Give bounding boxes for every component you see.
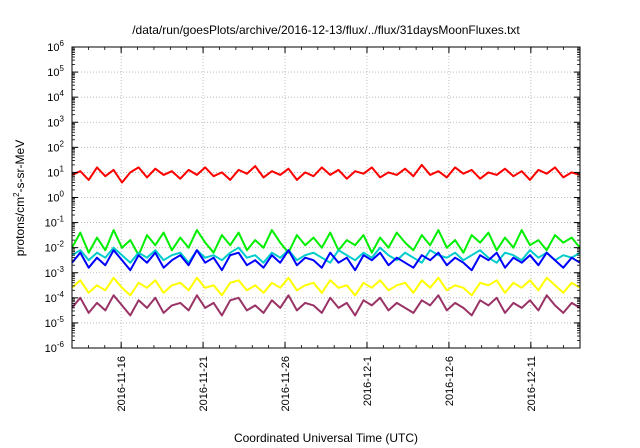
y-tick-exp: 1 (60, 164, 65, 173)
x-tick-label: 2016-12-1 (362, 356, 374, 406)
x-tick-label: 2016-12-11 (526, 356, 538, 411)
y-tick-label: 101 (47, 164, 64, 179)
y-axis-label-exp: 2 (12, 192, 21, 197)
y-tick-exp: 3 (60, 114, 65, 123)
y-axis-label-rest: -s-sr-MeV (13, 140, 27, 193)
y-tick-base: 10 (45, 243, 57, 255)
y-tick-label: 10-1 (45, 215, 65, 230)
y-tick-exp: -5 (57, 315, 65, 324)
y-tick-label: 10-4 (45, 290, 65, 305)
y-tick-label: 105 (47, 64, 64, 79)
y-tick-base: 10 (47, 92, 59, 104)
y-tick-label: 10-5 (45, 315, 65, 330)
y-tick-base: 10 (45, 218, 57, 230)
y-tick-label: 10-2 (45, 240, 65, 255)
y-tick-label: 10-6 (45, 340, 65, 355)
chart-title: /data/run/goesPlots/archive/2016-12-13/f… (132, 23, 520, 37)
y-tick-base: 10 (47, 142, 59, 154)
y-tick-base: 10 (45, 343, 57, 355)
y-tick-exp: 2 (60, 139, 65, 148)
y-axis-label: protons/cm2-s-sr-MeV (12, 140, 27, 256)
y-tick-exp: -6 (57, 340, 65, 349)
y-tick-label: 104 (47, 89, 64, 104)
x-tick-label: 2016-11-16 (116, 356, 128, 411)
y-tick-exp: -4 (57, 290, 65, 299)
x-tick-label: 2016-11-21 (198, 356, 210, 411)
y-tick-label: 10-3 (45, 265, 65, 280)
series-line-5 (71, 294, 581, 317)
y-tick-base: 10 (47, 67, 59, 79)
plot-frame (71, 46, 581, 349)
series-group (71, 163, 581, 317)
y-tick-exp: -3 (57, 265, 65, 274)
x-tick-label: 2016-12-6 (444, 356, 456, 406)
y-tick-base: 10 (45, 268, 57, 280)
series-line-4 (71, 276, 581, 297)
y-tick-exp: 6 (60, 39, 65, 48)
y-tick-exp: 4 (60, 89, 65, 98)
y-tick-exp: 5 (60, 64, 65, 73)
y-tick-label: 100 (47, 190, 64, 205)
series-line-0 (71, 163, 581, 184)
y-tick-exp: -1 (57, 215, 65, 224)
y-tick-base: 10 (45, 293, 57, 305)
x-axis: 2016-11-16 2016-11-21 2016-11-26 2016-12-1 2… (71, 47, 581, 411)
series-line-3 (71, 249, 581, 272)
series-line-1 (71, 229, 581, 257)
y-tick-base: 10 (47, 117, 59, 129)
x-axis-label: Coordinated Universal Time (UTC) (234, 431, 418, 445)
y-tick-base: 10 (47, 42, 59, 54)
grid (72, 47, 580, 348)
y-tick-base: 10 (47, 167, 59, 179)
y-tick-exp: -2 (57, 240, 65, 249)
y-tick-base: 10 (45, 318, 57, 330)
y-tick-label: 106 (47, 39, 64, 54)
y-tick-base: 10 (47, 193, 59, 205)
y-tick-exp: 0 (60, 190, 65, 199)
y-tick-label: 102 (47, 139, 64, 154)
y-tick-label: 103 (47, 114, 64, 129)
y-axis: 10610510410310210110010-110-210-310-410-… (45, 39, 580, 355)
x-tick-label: 2016-11-26 (280, 356, 292, 411)
y-axis-label-text: protons/cm (13, 197, 27, 256)
